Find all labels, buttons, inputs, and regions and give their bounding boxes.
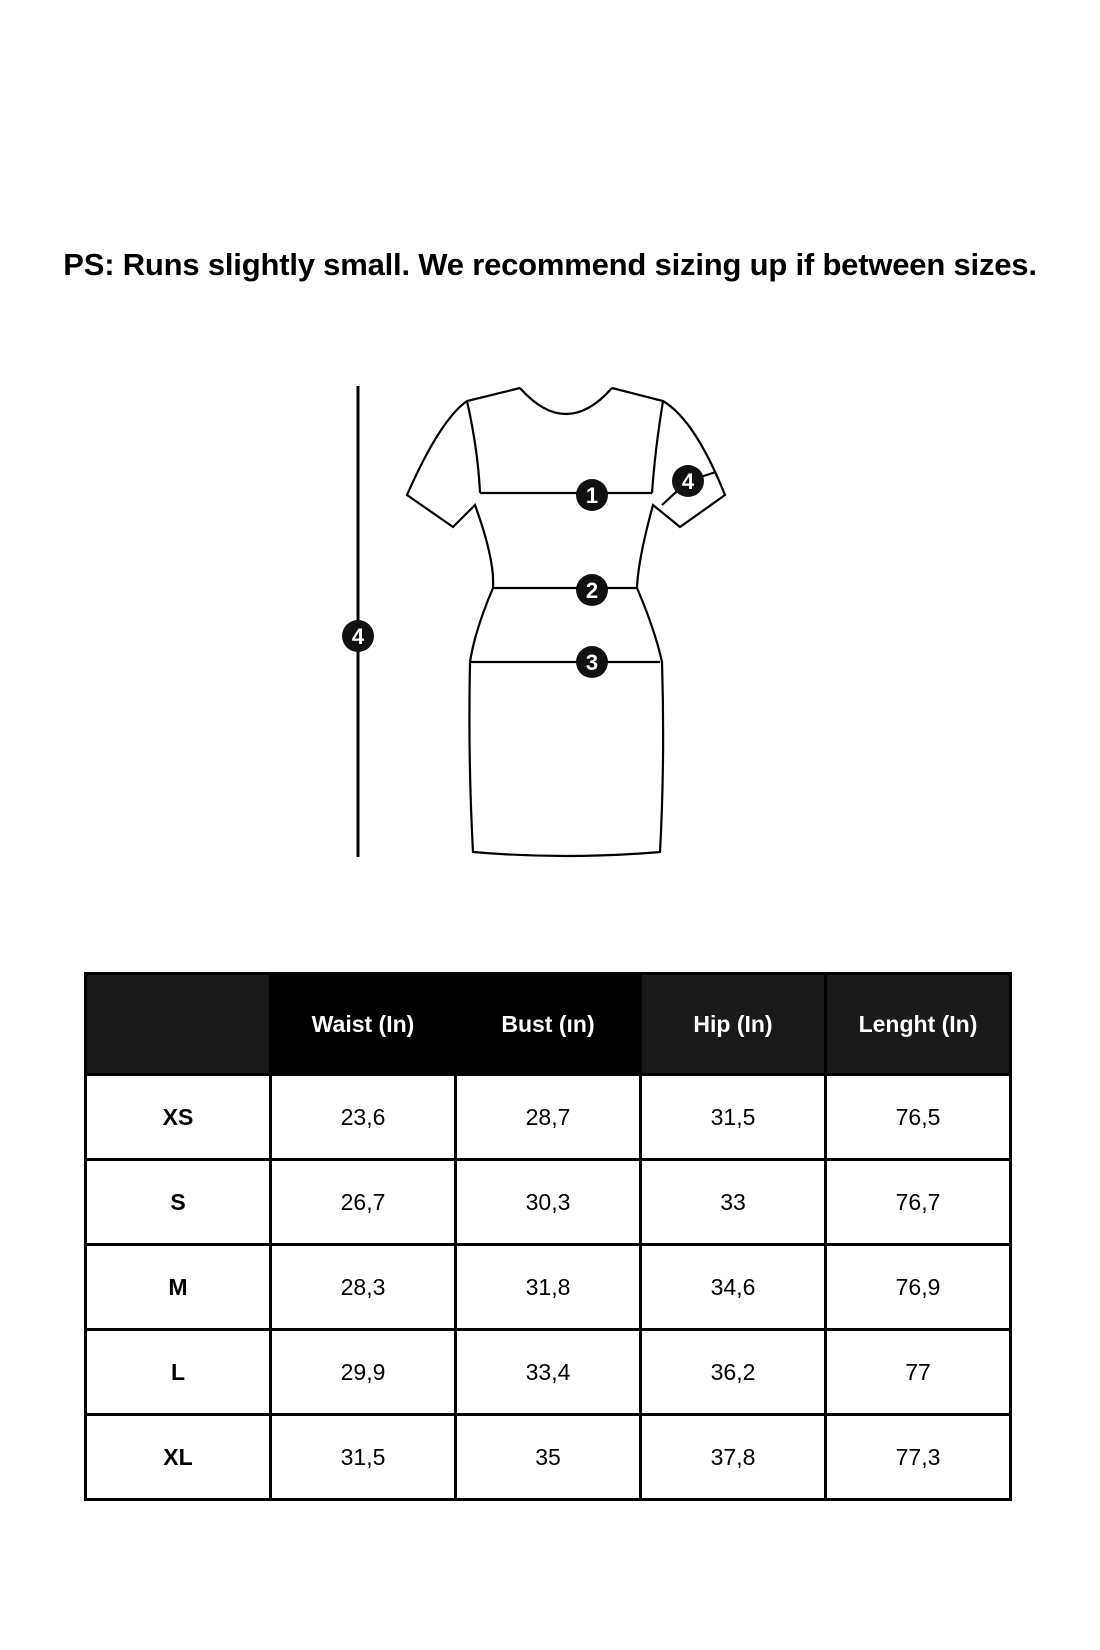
table-cell: 23,6 — [269, 1073, 457, 1161]
header-size — [84, 972, 272, 1076]
size-label: L — [84, 1328, 272, 1416]
table-cell: 31,5 — [639, 1073, 827, 1161]
table-cell: 77,3 — [824, 1413, 1012, 1501]
table-cell: 76,5 — [824, 1073, 1012, 1161]
header-waist: Waist (In) — [269, 972, 457, 1076]
table-cell: 30,3 — [454, 1158, 642, 1246]
table-header-row: Waist (In) Bust (ın) Hip (In) Lenght (In… — [84, 972, 1012, 1076]
size-label: XS — [84, 1073, 272, 1161]
header-hip: Hip (In) — [639, 972, 827, 1076]
svg-text:3: 3 — [586, 650, 598, 675]
svg-text:4: 4 — [352, 624, 365, 649]
table-cell: 37,8 — [639, 1413, 827, 1501]
table-cell: 29,9 — [269, 1328, 457, 1416]
sizing-note: PS: Runs slightly small. We recommend si… — [63, 247, 1037, 282]
table-cell: 31,5 — [269, 1413, 457, 1501]
dress-outline — [405, 386, 727, 858]
table-cell: 33 — [639, 1158, 827, 1246]
table-cell: 31,8 — [454, 1243, 642, 1331]
svg-text:1: 1 — [586, 483, 598, 508]
marker-bust: 1 — [576, 479, 608, 511]
size-label: S — [84, 1158, 272, 1246]
table-cell: 35 — [454, 1413, 642, 1501]
svg-text:2: 2 — [586, 578, 598, 603]
table-cell: 34,6 — [639, 1243, 827, 1331]
marker-sleeve: 4 — [672, 465, 704, 497]
size-label: XL — [84, 1413, 272, 1501]
table-cell: 36,2 — [639, 1328, 827, 1416]
table-cell: 76,9 — [824, 1243, 1012, 1331]
header-length: Lenght (In) — [824, 972, 1012, 1076]
table-row: XS 23,6 28,7 31,5 76,5 — [84, 1073, 1012, 1161]
size-label: M — [84, 1243, 272, 1331]
marker-waist: 2 — [576, 574, 608, 606]
header-bust: Bust (ın) — [454, 972, 642, 1076]
table-cell: 76,7 — [824, 1158, 1012, 1246]
table-cell: 33,4 — [454, 1328, 642, 1416]
dress-measurement-diagram: 1 2 3 4 4 — [342, 386, 727, 858]
table-cell: 28,3 — [269, 1243, 457, 1331]
table-cell: 28,7 — [454, 1073, 642, 1161]
table-row: XL 31,5 35 37,8 77,3 — [84, 1413, 1012, 1501]
table-row: S 26,7 30,3 33 76,7 — [84, 1158, 1012, 1246]
size-chart-table: Waist (In) Bust (ın) Hip (In) Lenght (In… — [84, 972, 1012, 1501]
table-row: M 28,3 31,8 34,6 76,9 — [84, 1243, 1012, 1331]
marker-length: 4 — [342, 620, 374, 652]
table-row: L 29,9 33,4 36,2 77 — [84, 1328, 1012, 1416]
marker-hip: 3 — [576, 646, 608, 678]
table-cell: 77 — [824, 1328, 1012, 1416]
table-cell: 26,7 — [269, 1158, 457, 1246]
svg-text:4: 4 — [682, 469, 695, 494]
